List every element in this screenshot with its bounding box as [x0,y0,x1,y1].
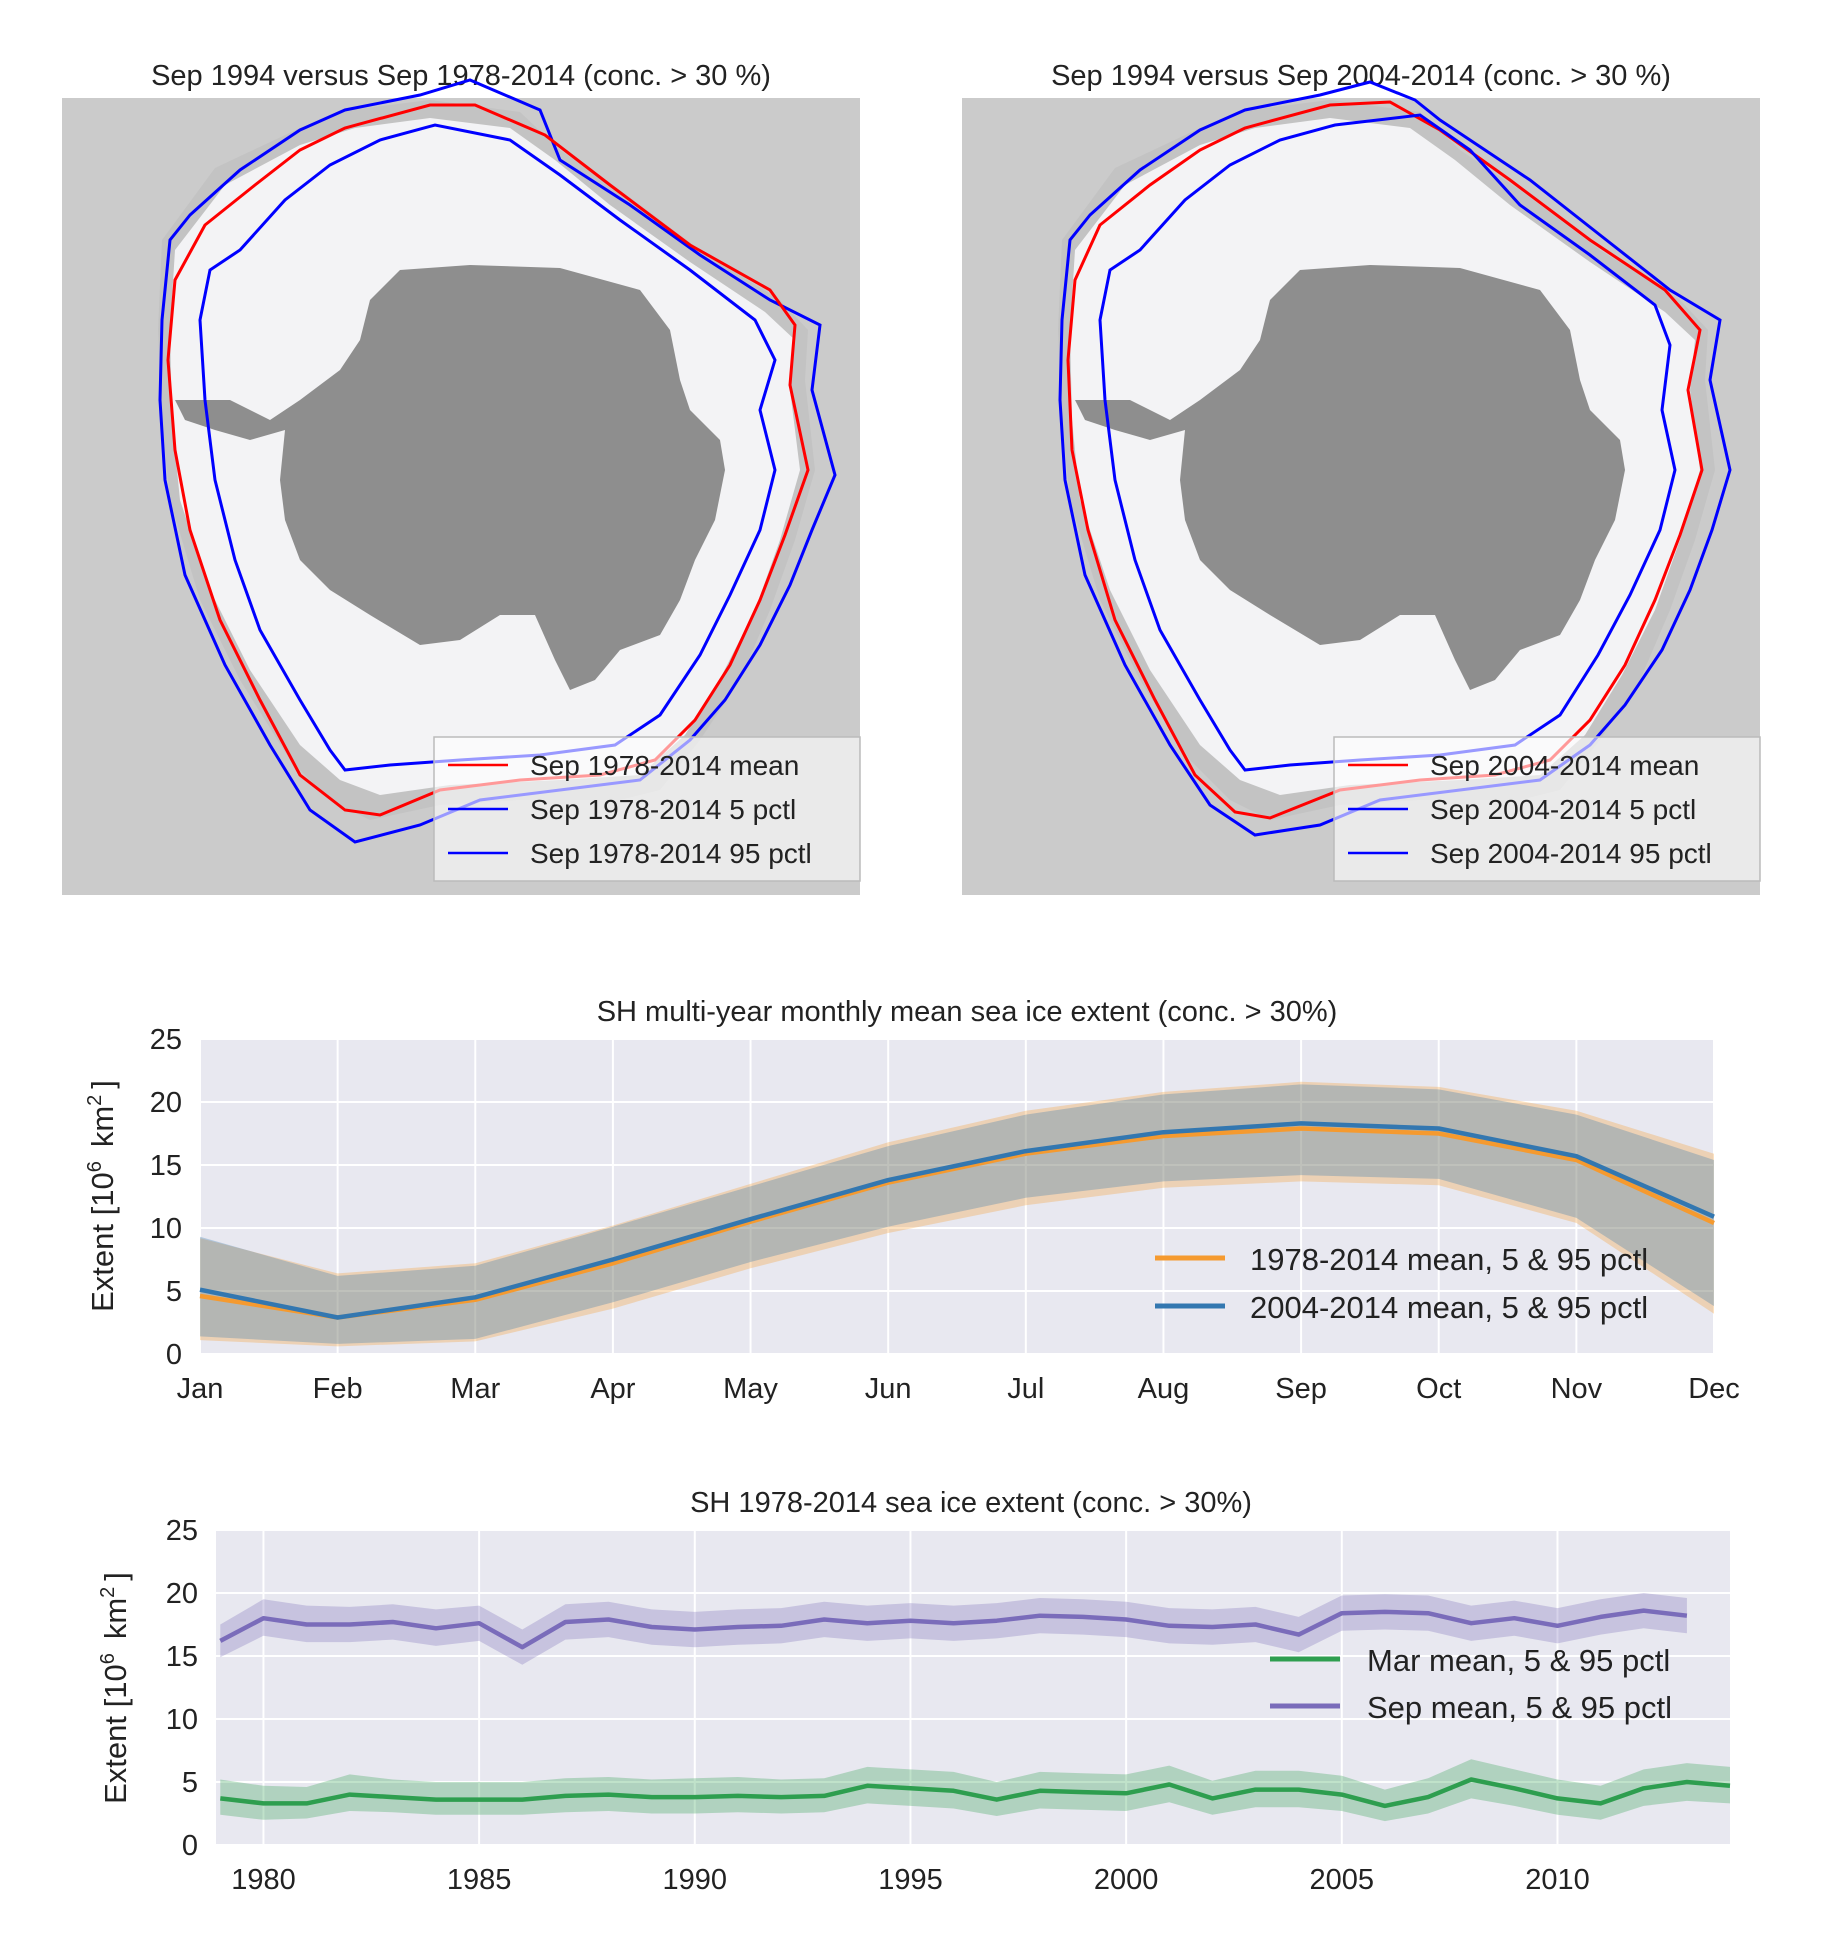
xtick-Feb: Feb [313,1373,363,1405]
xtick-1980: 1980 [231,1864,296,1896]
xtick-Aug: Aug [1138,1373,1190,1405]
chart2-ylabel-math: [10 [98,1664,133,1707]
band-series-0 [200,1081,1714,1347]
chart2-ylabel-close: ] [98,1572,133,1581]
map-contour-mean-1 [166,103,810,817]
map-legend-1: Sep 1978-2014 mean Sep 1978-2014 5 pctl … [433,736,861,882]
xtick-Jan: Jan [177,1373,224,1405]
line-series-0 [220,1777,1731,1809]
xtick-Nov: Nov [1551,1373,1603,1405]
ytick-5: 5 [182,1767,198,1799]
map-legend-label-5pctl-2: Sep 2004-2014 5 pctl [1430,794,1696,825]
map-contour-mean-2 [1066,100,1704,820]
xtick-Sep: Sep [1275,1373,1327,1405]
chart1-title: SH multi-year monthly mean sea ice exten… [597,996,1338,1028]
chart2-title: SH 1978-2014 sea ice extent (conc. > 30%… [690,1487,1252,1519]
map-legend-label-95pctl-2: Sep 2004-2014 95 pctl [1430,838,1712,869]
ytick-0: 0 [166,1339,182,1371]
xtick-Jul: Jul [1007,1373,1044,1405]
line-series-1 [199,1121,1715,1320]
chart2-gridlines [216,1529,1730,1846]
map-legend-label-mean-1: Sep 1978-2014 mean [530,750,799,781]
xtick-Jun: Jun [865,1373,912,1405]
chart1-legend-label-1978-2014: 1978-2014 mean, 5 & 95 pctl [1250,1242,1648,1277]
chart2-ylabel-exp2: 2 [97,1587,119,1598]
chart1-ylabel-unit: km [85,1106,120,1147]
chart1-bands [200,1081,1714,1347]
map-title-2: Sep 1994 versus Sep 2004-2014 (conc. > 3… [1051,60,1671,92]
xtick-Dec: Dec [1688,1373,1740,1405]
chart1-xticks: Jan Feb Mar Apr May Jun Jul Aug Sep Oct Nov Dec [177,1373,1740,1405]
ytick-10: 10 [166,1704,198,1736]
map-title-1: Sep 1994 versus Sep 1978-2014 (conc. > 3… [151,60,771,92]
chart2-xticks: 1980 1985 1990 1995 2000 2005 2010 [231,1864,1590,1896]
ytick-15: 15 [166,1641,198,1673]
xtick-May: May [723,1373,778,1405]
ytick-25: 25 [166,1515,198,1547]
map-contour-95pctl-1 [158,78,837,844]
map-contour-5pctl-2 [1098,113,1677,772]
chart1-ylabel-main: Extent [85,1215,120,1312]
xtick-1990: 1990 [663,1864,728,1896]
chart1-yticks: 0 5 10 15 20 25 [150,1024,182,1371]
band-series-0 [220,1759,1730,1822]
ytick-15: 15 [150,1150,182,1182]
chart1-ylabel: Extent [106 km2] [84,1080,120,1312]
chart1-legend-label-2004-2014: 2004-2014 mean, 5 & 95 pctl [1250,1290,1648,1325]
chart1-ylabel-close: ] [85,1080,120,1089]
xtick-Oct: Oct [1416,1373,1461,1405]
band-series-1 [220,1593,1687,1665]
map-panel-2: Sep 1994 versus Sep 2004-2014 (conc. > 3… [962,60,1761,895]
chart2-legend-label-mar: Mar mean, 5 & 95 pctl [1367,1643,1670,1678]
yearly-extent-chart: SH 1978-2014 sea ice extent (conc. > 30%… [97,1487,1731,1896]
chart2-ylabel-unit: km [98,1598,133,1639]
chart2-legend-label-sep: Sep mean, 5 & 95 pctl [1367,1690,1672,1725]
ytick-20: 20 [166,1578,198,1610]
map-land-antarctica-2 [1075,265,1625,690]
xtick-2010: 2010 [1525,1864,1590,1896]
chart2-ylabel-exp1: 6 [97,1653,119,1664]
ytick-10: 10 [150,1213,182,1245]
map-contour-5pctl-1 [198,123,777,772]
map-legend-label-mean-2: Sep 2004-2014 mean [1430,750,1699,781]
chart2-ylabel-main: Extent [98,1707,133,1804]
chart2-ylabel: Extent [106 km2] [97,1572,133,1804]
chart1-ylabel-exp2: 2 [84,1095,106,1106]
chart2-bands [220,1593,1730,1822]
chart2-legend: Mar mean, 5 & 95 pctl Sep mean, 5 & 95 p… [1270,1643,1672,1725]
ytick-0: 0 [182,1830,198,1862]
chart1-legend: 1978-2014 mean, 5 & 95 pctl 2004-2014 me… [1155,1242,1648,1325]
map-legend-2: Sep 2004-2014 mean Sep 2004-2014 5 pctl … [1333,736,1761,882]
monthly-extent-chart: SH multi-year monthly mean sea ice exten… [84,996,1740,1405]
xtick-1985: 1985 [447,1864,512,1896]
map-contour-95pctl-2 [1058,80,1732,837]
ytick-5: 5 [166,1276,182,1308]
ytick-25: 25 [150,1024,182,1056]
ytick-20: 20 [150,1087,182,1119]
chart2-yticks: 0 5 10 15 20 25 [166,1515,198,1862]
chart1-ylabel-exp1: 6 [84,1161,106,1172]
map-land-antarctica-1 [175,265,725,690]
xtick-Apr: Apr [590,1373,635,1405]
band-series-1 [200,1084,1714,1344]
chart1-lines [199,1121,1715,1320]
chart2-lines [219,1608,1731,1809]
xtick-1995: 1995 [878,1864,943,1896]
xtick-2005: 2005 [1310,1864,1375,1896]
xtick-Mar: Mar [450,1373,500,1405]
map-legend-label-5pctl-1: Sep 1978-2014 5 pctl [530,794,796,825]
chart1-ylabel-math: [10 [85,1172,120,1215]
map-legend-label-95pctl-1: Sep 1978-2014 95 pctl [530,838,812,869]
xtick-2000: 2000 [1094,1864,1159,1896]
chart1-gridlines [199,1038,1715,1355]
line-series-1 [219,1608,1688,1650]
map-panel-1: Sep 1994 versus Sep 1978-2014 (conc. > 3… [62,60,861,895]
